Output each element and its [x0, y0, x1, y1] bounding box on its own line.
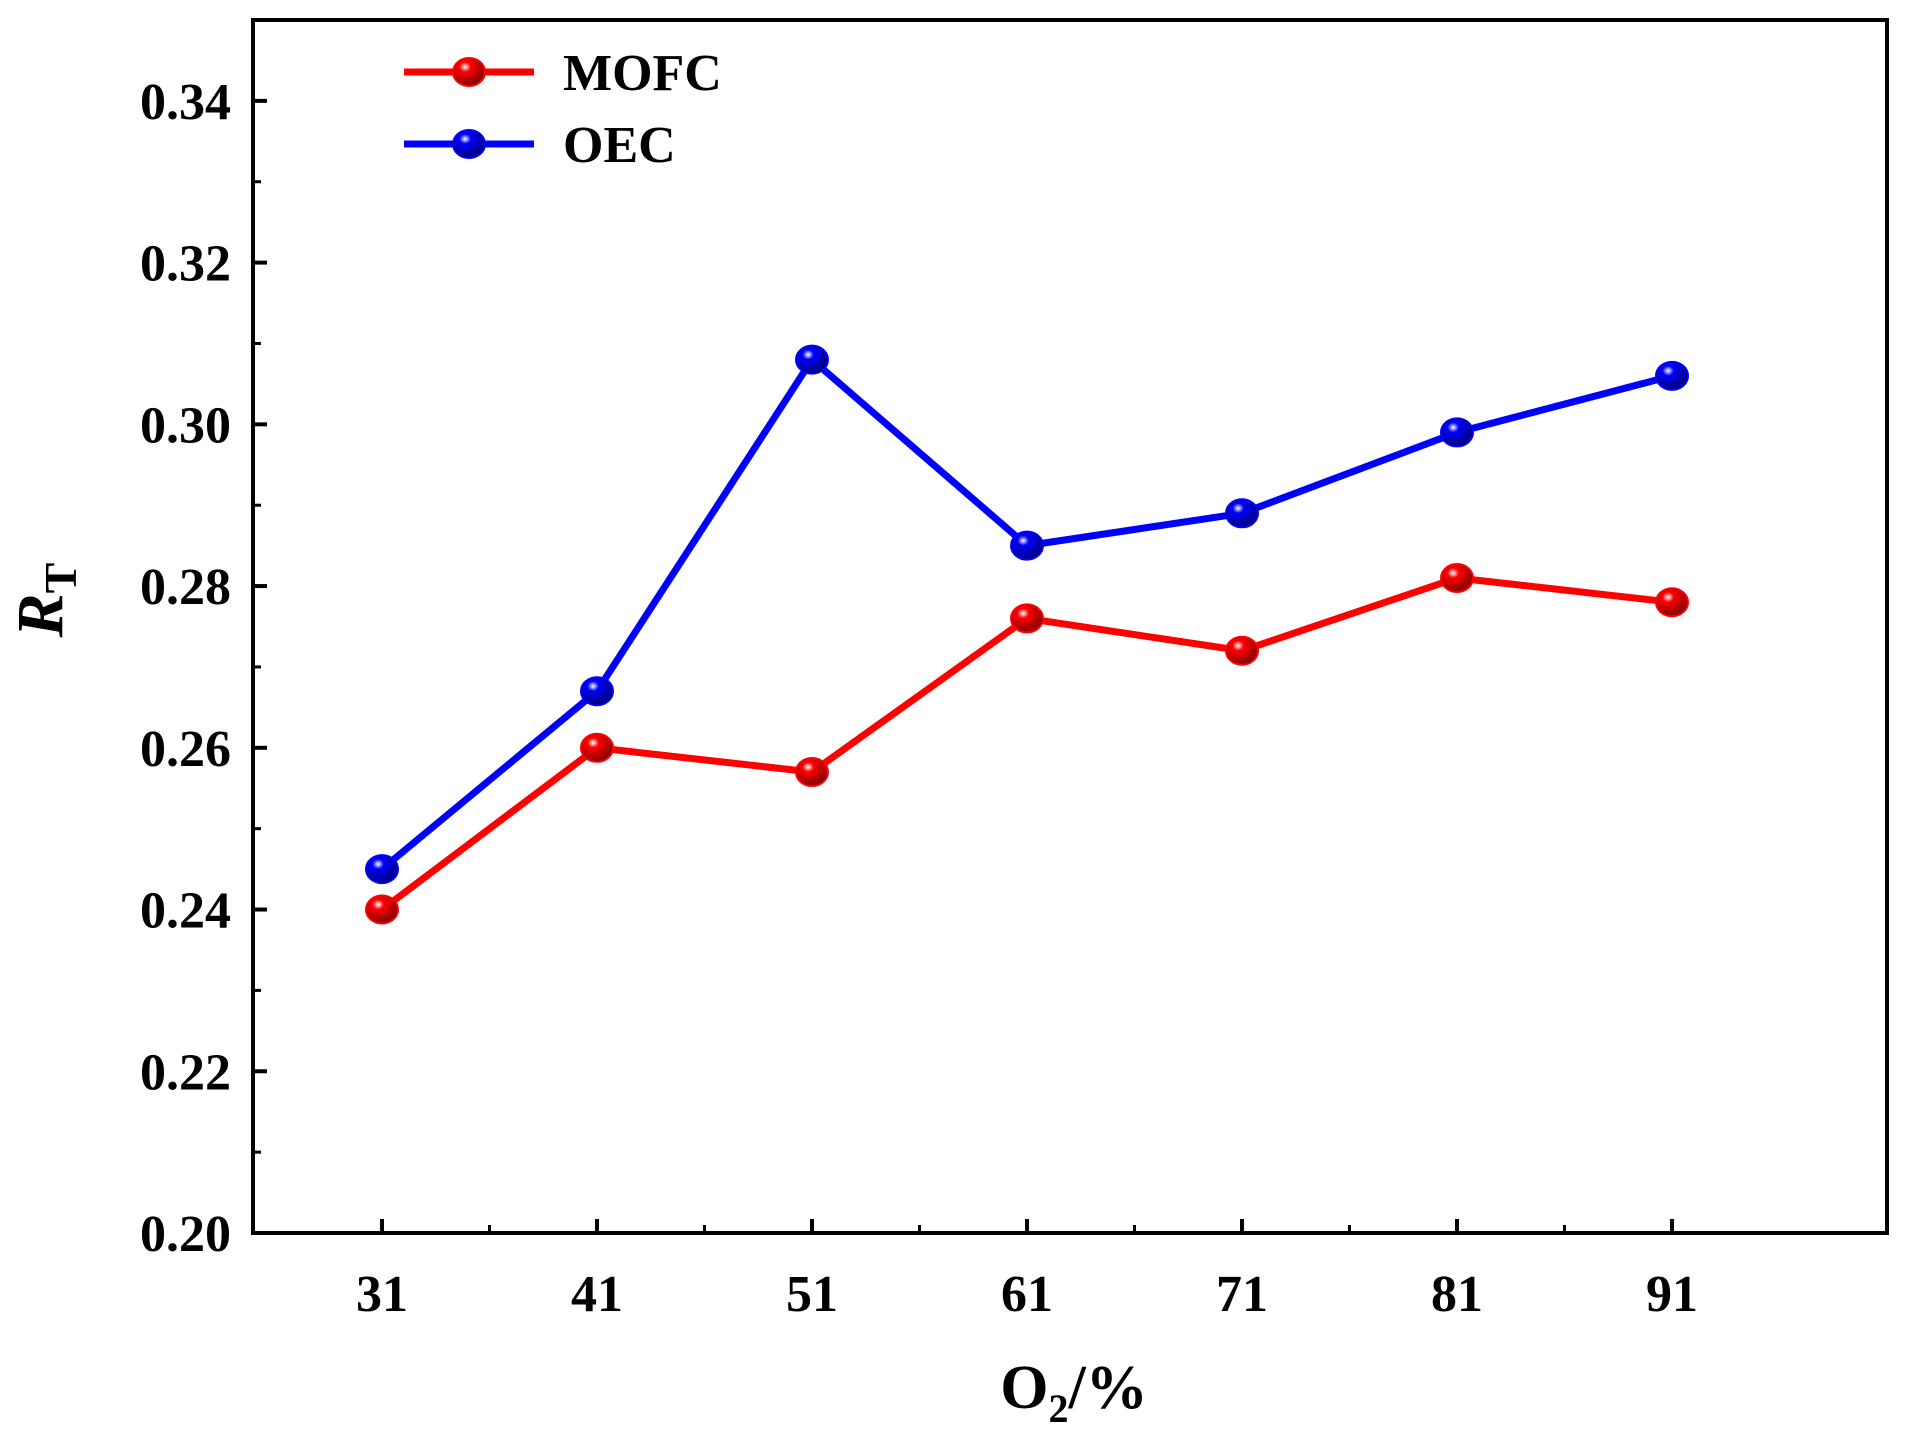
x-tick-label: 81	[1431, 1266, 1483, 1323]
x-tick-label: 91	[1646, 1266, 1698, 1323]
x-axis-title-main: O	[1000, 1354, 1048, 1422]
x-tick-label: 61	[1001, 1266, 1053, 1323]
data-point-oec	[1655, 360, 1689, 391]
y-tick-label: 0.32	[140, 236, 231, 293]
data-point-oec	[1225, 498, 1259, 529]
data-point-mofc	[365, 894, 399, 925]
x-tick-label: 31	[356, 1266, 408, 1323]
data-point-mofc	[795, 757, 829, 788]
y-tick-label: 0.26	[140, 721, 231, 778]
y-axis-ticks: 0.20 0.22 0.24 0.26 0.28 0.30 0.32 0.34	[140, 74, 267, 1263]
x-tick-label: 71	[1216, 1266, 1268, 1323]
data-point-oec	[580, 676, 614, 707]
x-axis-ticks: 31 41 51 61 71 81 91	[356, 1219, 1698, 1323]
y-tick-label: 0.22	[140, 1044, 231, 1101]
y-axis-title-sub: T	[35, 563, 86, 594]
y-tick-label: 0.20	[140, 1206, 231, 1263]
y-tick-label: 0.34	[140, 74, 231, 131]
data-point-mofc	[1010, 603, 1044, 634]
data-point-oec	[1010, 530, 1044, 561]
y-tick-label: 0.28	[140, 559, 231, 616]
y-axis-title: RT	[4, 563, 86, 639]
x-axis-title: O2/%	[1000, 1354, 1147, 1431]
data-point-mofc	[1655, 587, 1689, 618]
x-axis-title-suffix: /%	[1068, 1354, 1148, 1422]
y-tick-label: 0.30	[140, 397, 231, 454]
series-oec	[365, 344, 1689, 885]
y-axis-title-main: R	[4, 593, 77, 638]
legend: MOFC OEC	[404, 45, 722, 174]
data-point-mofc	[580, 732, 614, 763]
x-axis-title-sub: 2	[1049, 1386, 1069, 1431]
series-mofc	[365, 562, 1689, 925]
legend-item-mofc: MOFC	[404, 45, 722, 102]
series-layer	[365, 344, 1689, 925]
legend-label: MOFC	[563, 45, 722, 102]
plot-border	[251, 18, 1889, 1235]
y-tick-label: 0.24	[140, 883, 231, 940]
legend-marker	[452, 57, 486, 87]
data-point-mofc	[1225, 635, 1259, 666]
legend-marker	[452, 129, 486, 159]
x-tick-label: 51	[786, 1266, 838, 1323]
x-tick-label: 41	[571, 1266, 623, 1323]
data-point-mofc	[1440, 562, 1474, 593]
plot-frame	[251, 18, 1889, 1235]
legend-item-oec: OEC	[404, 117, 676, 174]
data-point-oec	[1440, 417, 1474, 448]
data-point-oec	[795, 344, 829, 375]
legend-label: OEC	[563, 117, 676, 174]
data-point-oec	[365, 854, 399, 885]
